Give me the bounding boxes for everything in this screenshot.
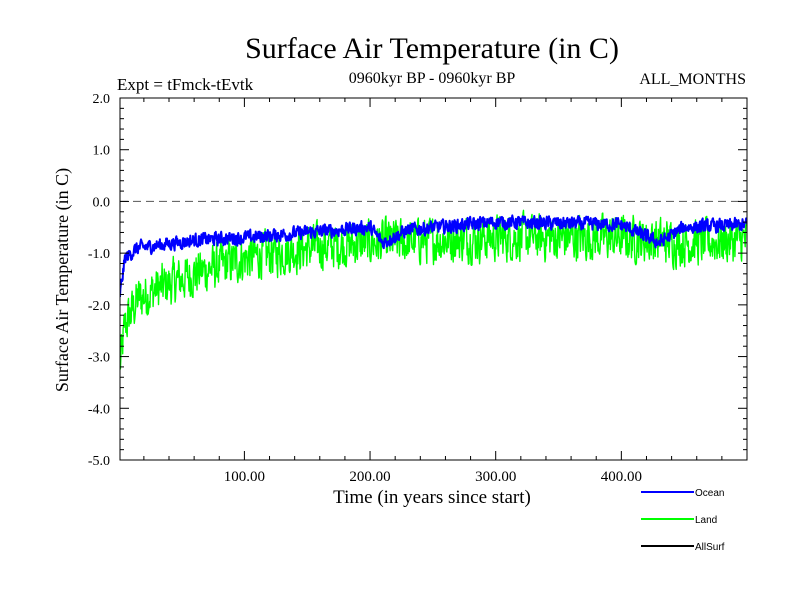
chart-title: Surface Air Temperature (in C) xyxy=(245,32,619,65)
y-tick-label: -2.0 xyxy=(88,299,110,314)
expt-label: Expt = tFmck-tEvtk xyxy=(117,75,254,94)
y-tick-label: -3.0 xyxy=(88,351,110,366)
plot-area xyxy=(120,200,747,370)
axes: -5.0 -4.0 -3.0 -2.0 -1.0 0.0 1.0 2.0 100.00 200.0… xyxy=(88,92,748,485)
y-tick-label: 2.0 xyxy=(93,92,111,107)
months-label: ALL_MONTHS xyxy=(639,71,746,88)
x-axis-label: Time (in years since start) xyxy=(333,487,531,508)
legend-label-allsurf: AllSurf xyxy=(695,542,725,553)
period-label: 0960kyr BP - 0960kyr BP xyxy=(349,70,516,87)
x-tick-label: 400.00 xyxy=(601,469,642,485)
y-tick-label: -1.0 xyxy=(88,247,110,262)
plot-frame xyxy=(119,97,748,461)
x-tick-label: 300.00 xyxy=(475,469,516,485)
y-axis-label: Surface Air Temperature (in C) xyxy=(52,168,73,392)
series-line-ocean xyxy=(120,214,747,297)
x-tick-label: 100.00 xyxy=(224,469,265,485)
y-tick-label: 0.0 xyxy=(93,195,111,210)
y-tick-label: -5.0 xyxy=(88,454,110,469)
series-line-land xyxy=(120,209,747,370)
y-tick-label: -4.0 xyxy=(88,402,110,417)
legend-label-land: Land xyxy=(695,515,717,526)
legend: Ocean Land AllSurf xyxy=(641,488,725,553)
x-tick-label: 200.00 xyxy=(349,469,390,485)
legend-label-ocean: Ocean xyxy=(695,488,724,499)
series-group xyxy=(120,200,747,370)
y-tick-label: 1.0 xyxy=(93,144,111,159)
